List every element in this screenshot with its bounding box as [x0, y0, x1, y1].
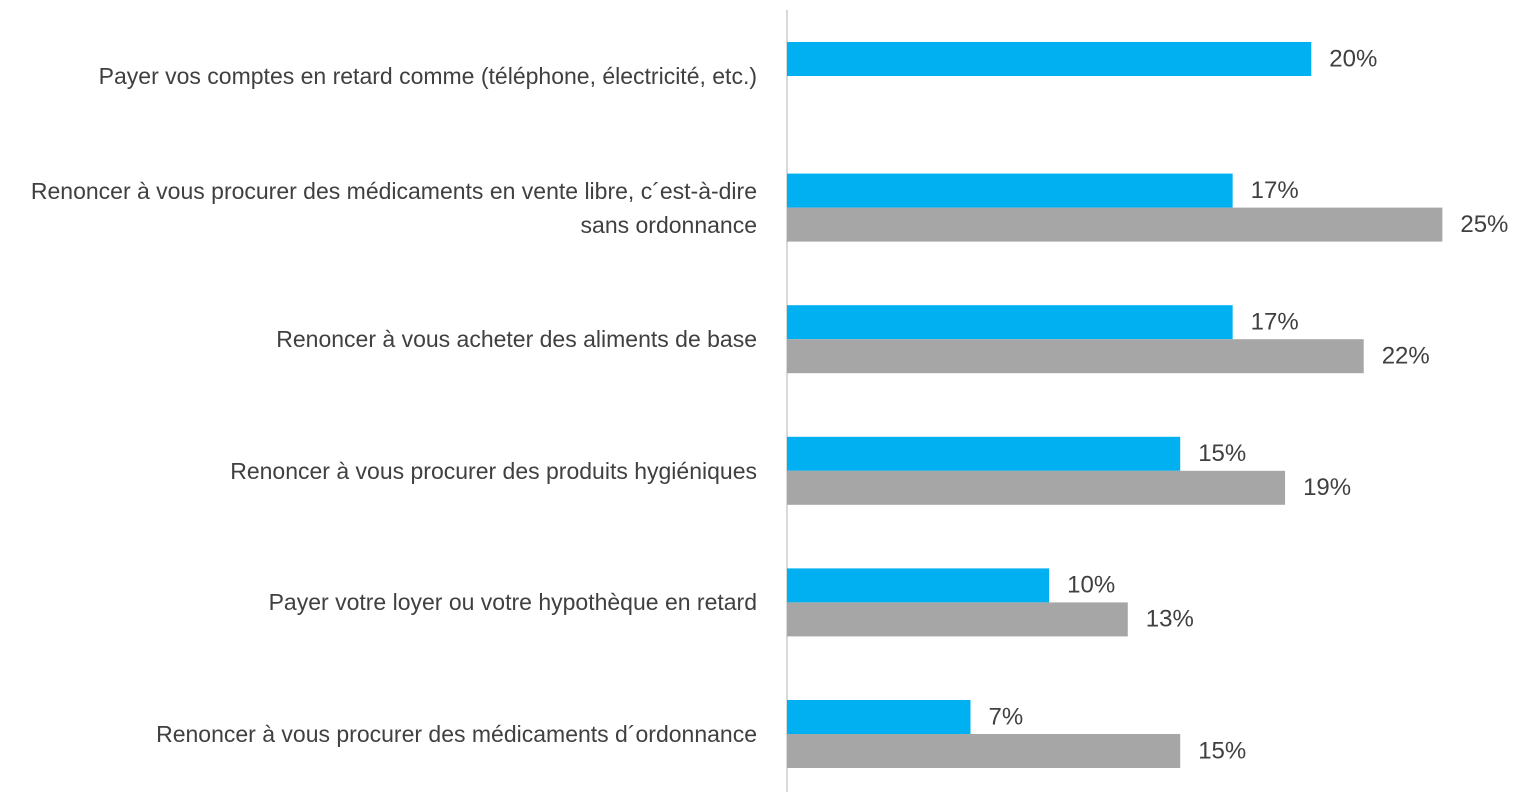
bar	[787, 339, 1364, 374]
category-label: Renoncer à vous procurer des produits hy…	[230, 457, 757, 484]
data-label: 13%	[1146, 606, 1194, 633]
data-label: 15%	[1198, 737, 1246, 764]
data-label: 25%	[1460, 211, 1508, 238]
category-label: Payer votre loyer ou votre hypothèque en…	[268, 589, 757, 616]
bar	[787, 734, 1181, 768]
category-label: Renoncer à vous procurer des médicaments…	[156, 721, 757, 747]
bar	[787, 207, 1443, 242]
data-label: 7%	[989, 703, 1024, 730]
data-label: 17%	[1251, 177, 1299, 204]
bar	[787, 602, 1128, 637]
bar	[787, 470, 1286, 505]
data-label: 15%	[1198, 440, 1246, 467]
bar	[787, 42, 1312, 76]
bar	[787, 700, 971, 734]
category-label: Payer vos comptes en retard comme (télép…	[98, 63, 757, 89]
category-label: Renoncer à vous acheter des aliments de …	[276, 326, 757, 353]
data-label: 22%	[1382, 343, 1430, 370]
bar	[787, 436, 1181, 471]
bar	[787, 173, 1233, 208]
category-label: Renoncer à vous procurer des médicaments…	[30, 177, 757, 238]
data-label: 10%	[1067, 572, 1115, 599]
data-label: 17%	[1251, 309, 1299, 336]
data-label: 20%	[1329, 45, 1377, 72]
bar	[787, 568, 1050, 603]
bar	[787, 305, 1233, 340]
data-label: 19%	[1303, 474, 1351, 501]
